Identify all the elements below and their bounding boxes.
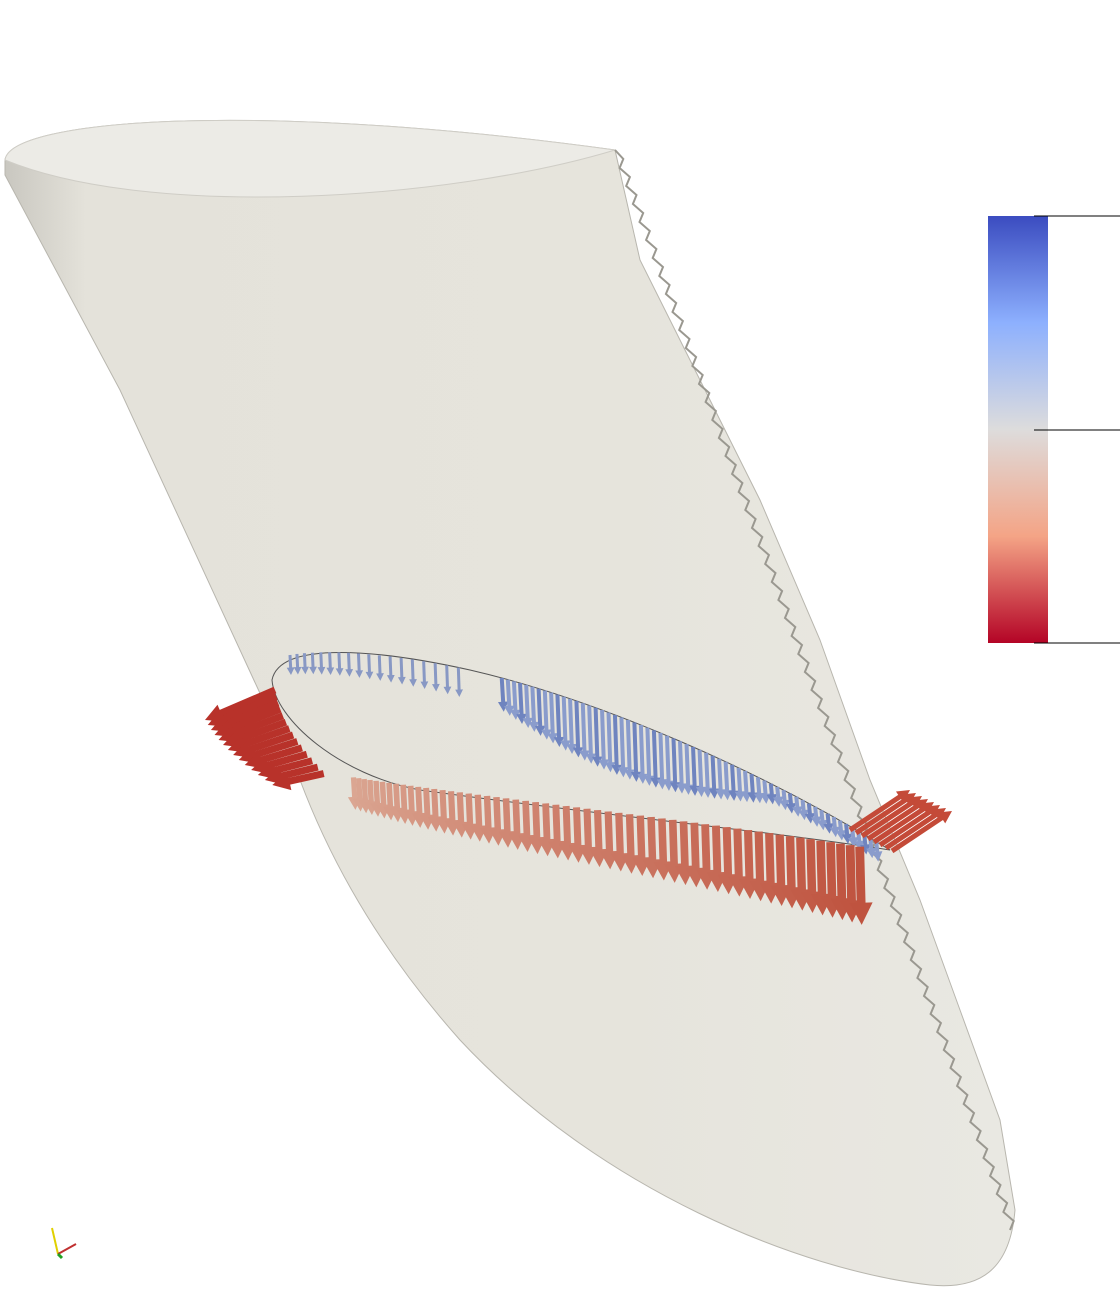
arrow-glyph [504, 679, 515, 716]
arrow-glyph [326, 652, 335, 676]
arrow-glyph [884, 808, 946, 851]
arrow-glyph [604, 712, 616, 773]
arrow-glyph [617, 717, 629, 778]
arrow-glyph [443, 665, 452, 695]
arrow-glyph [309, 652, 317, 675]
arrow-glyph [848, 790, 910, 833]
arrow-glyph [860, 796, 922, 839]
arrow-glyph [345, 652, 354, 677]
arrow-glyph [682, 744, 694, 795]
arrow-glyph [272, 770, 325, 791]
arrow-glyph [560, 696, 571, 751]
arrow-glyph [663, 735, 674, 791]
arrow-glyph [676, 741, 687, 794]
arrow-glyph [510, 681, 521, 720]
arrow-glyph [251, 750, 308, 775]
arrow-glyph [624, 719, 635, 780]
arrow-glyph [317, 652, 326, 675]
arrow-glyph [643, 727, 655, 786]
slice-outline [271, 652, 891, 851]
arrow-glyph [528, 686, 540, 732]
arrow-glyph [630, 722, 642, 782]
arrow-glyph [365, 654, 374, 680]
arrow-glyph [669, 738, 681, 793]
arrow-glyph [207, 693, 278, 727]
orientation-axes [51, 1227, 77, 1260]
arrow-glyph [760, 780, 771, 804]
arrow-glyph [547, 692, 558, 744]
arrow-glyph [656, 732, 668, 790]
arrow-glyph [872, 841, 883, 862]
arrow-glyph [579, 703, 590, 761]
arrow-glyph [286, 654, 295, 675]
arrow-glyph [397, 657, 406, 685]
trailing-edge [614, 149, 1015, 1231]
arrow-glyph [566, 698, 577, 755]
arrow-glyph [715, 758, 726, 800]
arrow-glyph [572, 700, 584, 758]
arrow-glyph [598, 710, 609, 770]
arrow-glyph [293, 653, 302, 675]
arrow-glyph [409, 659, 417, 687]
arrow-glyph [689, 746, 700, 796]
glyphs [205, 652, 952, 925]
arrow-glyph [611, 714, 622, 775]
arrow-glyph [721, 761, 733, 801]
arrow-glyph [522, 684, 533, 728]
arrow-glyph [854, 793, 916, 836]
arrow-glyph [637, 724, 648, 784]
arrow-glyph [376, 655, 384, 681]
arrow-glyph [355, 653, 364, 678]
arrow-glyph [872, 802, 934, 845]
arrow-glyph [455, 667, 463, 698]
arrow-glyph [497, 677, 509, 712]
arrow-glyph [335, 652, 344, 676]
arrow-glyph [650, 730, 661, 788]
arrow-glyph [702, 752, 713, 798]
arrow-glyph [585, 705, 597, 764]
arrow-glyph [890, 811, 952, 854]
arrow-glyph [695, 749, 707, 797]
arrow-glyph [386, 656, 395, 683]
arrow-glyph [431, 663, 440, 692]
arrow-glyph [205, 686, 277, 722]
arrow-glyph [708, 755, 720, 799]
arrow-glyph [866, 799, 928, 842]
arrow-glyph [553, 694, 565, 748]
arrow-glyph [878, 805, 940, 848]
arrow-glyph [420, 661, 429, 690]
arrow-glyph [849, 846, 873, 925]
arrow-glyph [264, 763, 319, 785]
arrow-glyph [301, 653, 309, 675]
arrow-glyph [257, 757, 314, 780]
arrow-glyph [541, 690, 552, 740]
arrow-glyph [753, 777, 765, 804]
arrow-glyph [516, 682, 527, 724]
arrow-glyph [534, 688, 546, 736]
arrow-glyph [592, 707, 603, 767]
